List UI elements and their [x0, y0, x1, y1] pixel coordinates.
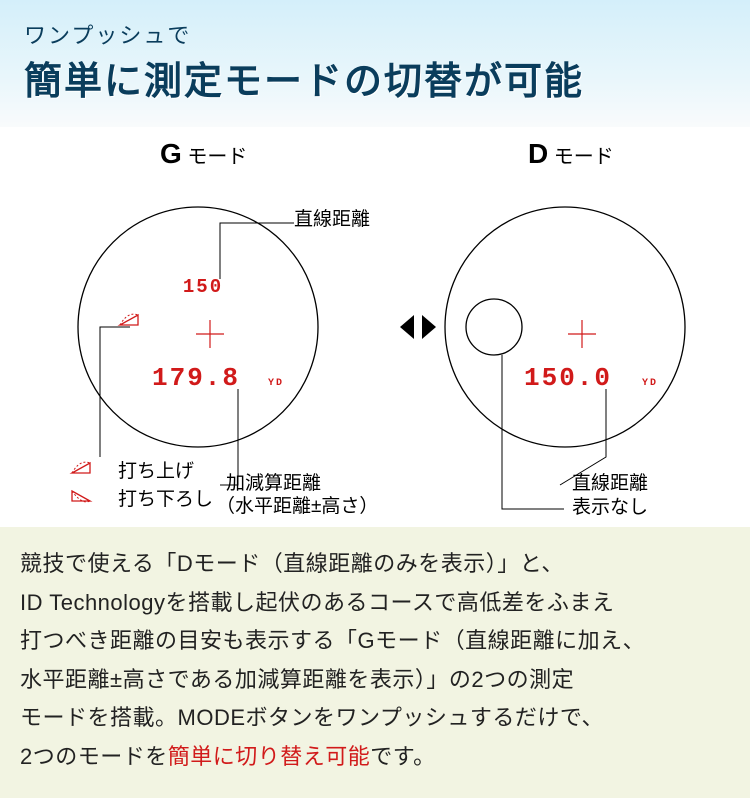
- unit-label: YD: [642, 378, 658, 389]
- label-uphill: 打ち上げ: [118, 460, 194, 482]
- label-downhill: 打ち下ろし: [118, 488, 213, 510]
- d-mode-eyepiece: [466, 299, 522, 355]
- switch-arrow-right-icon: [422, 315, 436, 339]
- d-mode-straight-distance: 150.0: [524, 363, 612, 393]
- header-banner: ワンプッシュで 簡単に測定モードの切替が可能: [0, 0, 750, 127]
- explanation-box: 競技で使える「Dモード（直線距離のみを表示）」と、 ID Technologyを…: [0, 527, 750, 798]
- header-title: 簡単に測定モードの切替が可能: [24, 50, 726, 105]
- label-d-no-display: 表示なし: [572, 496, 648, 518]
- g-mode-straight-distance: 150: [183, 276, 223, 298]
- explain-line: です。: [370, 744, 435, 769]
- explain-highlight: 簡単に切り替え可能: [168, 744, 371, 769]
- label-straight-distance: 直線距離: [294, 208, 370, 230]
- label-adjusted-distance-sub: （水平距離±高さ）: [216, 495, 378, 517]
- explain-line: 水平距離±高さである加減算距離を表示）」の2つの測定: [20, 667, 574, 692]
- g-mode-adjusted-distance: 179.8: [152, 363, 240, 393]
- explain-line: モードを搭載。MODEボタンをワンプッシュするだけで、: [20, 705, 604, 730]
- label-adjusted-distance: 加減算距離: [226, 472, 321, 494]
- unit-label: YD: [268, 378, 284, 389]
- header-subtitle: ワンプッシュで: [24, 18, 726, 50]
- explain-line: ID Technologyを搭載し起伏のあるコースで高低差をふまえ: [20, 590, 614, 615]
- d-mode-viewfinder: [445, 207, 685, 447]
- explain-line: 2つのモードを: [20, 744, 168, 769]
- explain-line: 打つべき距離の目安も表示する「Gモード（直線距離に加え、: [20, 628, 645, 653]
- svg-text:D モード: D モード: [528, 138, 614, 169]
- svg-text:G モード: G モード: [160, 138, 247, 169]
- label-d-straight-distance: 直線距離: [572, 472, 648, 494]
- explain-line: 競技で使える「Dモード（直線距離のみを表示）」と、: [20, 551, 564, 576]
- mode-diagram: G モードD モード150179.8YD150.0YD直線距離加減算距離（水平距…: [0, 127, 750, 527]
- switch-arrow-left-icon: [400, 315, 414, 339]
